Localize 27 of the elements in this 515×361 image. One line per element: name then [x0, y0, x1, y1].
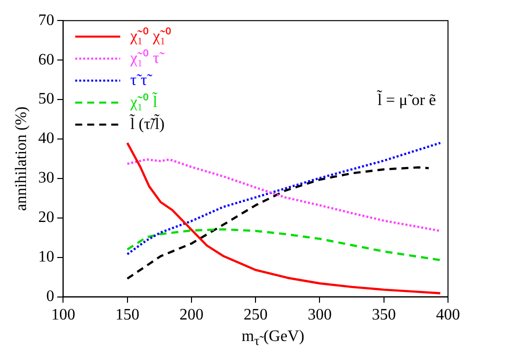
- legend-label: χ̃₁⁰ χ̃₁⁰: [129, 26, 172, 45]
- y-tick-label: 60: [38, 51, 54, 68]
- line-series: [126, 166, 430, 280]
- x-tick-label: 100: [51, 306, 76, 324]
- x-axis-title: m$_{τ̃}$ (GeV): [240, 328, 306, 350]
- x-tick-label: 200: [179, 306, 204, 324]
- x-tick-label: 250: [244, 306, 268, 324]
- line-series: [126, 228, 442, 262]
- y-tick-label: 30: [38, 170, 54, 187]
- x-tick-label: 400: [436, 306, 460, 324]
- legend-label: l̃ (τ̃/l̃): [129, 114, 165, 133]
- x-tick-label: 150: [115, 306, 140, 324]
- legend-label: τ̃ τ̃: [130, 72, 154, 89]
- annotation: l̃ = μ̃ or ẽ: [376, 90, 436, 109]
- y-tick-label: 50: [38, 90, 54, 108]
- legend-label: χ̃₁⁰ τ̃: [129, 48, 166, 67]
- line-series: [126, 142, 442, 256]
- y-axis-title: annihilation (%): [12, 106, 30, 211]
- y-tick-label: 40: [38, 130, 54, 148]
- legend-label: χ̃₁⁰ l̃: [129, 92, 158, 111]
- x-tick-label: 350: [372, 306, 396, 324]
- y-tick-label: 10: [38, 248, 54, 266]
- y-tick-label: 0: [46, 288, 54, 306]
- y-tick-label: 70: [38, 12, 54, 29]
- y-tick-label: 20: [38, 209, 54, 226]
- line-series: [126, 158, 442, 232]
- x-tick-label: 300: [308, 306, 332, 324]
